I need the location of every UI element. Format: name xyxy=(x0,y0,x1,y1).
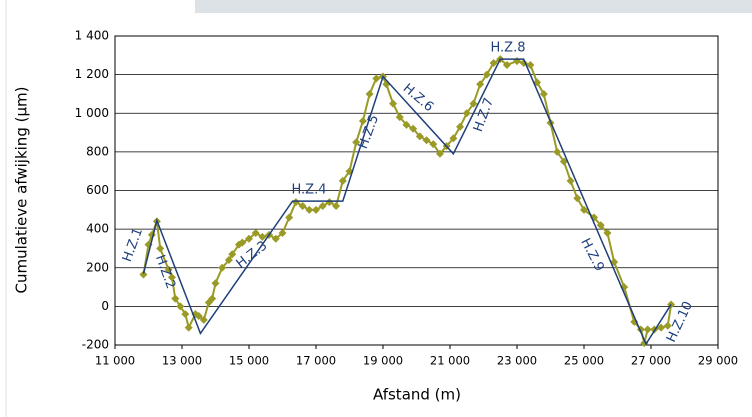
point xyxy=(181,310,190,319)
point xyxy=(278,228,287,237)
point xyxy=(271,234,280,243)
point xyxy=(409,124,418,133)
segment-label: H.Z.8 xyxy=(491,41,526,56)
header-band xyxy=(195,0,752,13)
point xyxy=(184,323,193,332)
point xyxy=(139,270,148,279)
point xyxy=(553,147,562,156)
x-tick-label: 19 000 xyxy=(363,354,403,368)
point xyxy=(194,312,203,321)
point xyxy=(395,113,404,122)
point xyxy=(640,339,649,348)
point xyxy=(573,194,582,203)
point xyxy=(603,228,612,237)
point xyxy=(171,294,180,303)
point xyxy=(245,234,253,243)
x-tick-label: 11 000 xyxy=(95,354,135,368)
point xyxy=(298,201,307,210)
point xyxy=(251,228,260,237)
point xyxy=(338,176,347,185)
point xyxy=(238,238,247,247)
point xyxy=(325,198,334,207)
point xyxy=(372,74,381,83)
point xyxy=(167,273,176,282)
point xyxy=(476,80,485,89)
plot-frame xyxy=(114,35,719,346)
y-tick-label: 400 xyxy=(86,222,109,236)
point xyxy=(482,70,491,79)
point xyxy=(318,201,327,210)
x-tick-label: 13 000 xyxy=(162,354,202,368)
point xyxy=(164,265,173,274)
segment-label: H.Z.4 xyxy=(292,183,327,198)
point xyxy=(566,176,575,185)
x-tick-label: 29 000 xyxy=(698,354,738,368)
y-tick-label: 1 400 xyxy=(75,29,109,43)
y-axis-label: Cumulatieve afwijking (µm) xyxy=(13,87,31,294)
point xyxy=(435,149,444,158)
point xyxy=(502,60,511,69)
point xyxy=(176,302,185,311)
point xyxy=(596,221,605,230)
y-tick-label: 0 xyxy=(101,299,109,313)
y-tick-label: 600 xyxy=(86,183,109,197)
point xyxy=(291,198,300,207)
point xyxy=(208,294,217,303)
point xyxy=(526,60,535,69)
y-tick-label: 200 xyxy=(86,260,109,274)
y-tick-label: -200 xyxy=(82,338,109,352)
point xyxy=(285,213,294,222)
y-tick-label: 800 xyxy=(86,144,109,158)
x-axis-label: Afstand (m) xyxy=(373,386,461,404)
point xyxy=(389,99,398,108)
x-tick-label: 25 000 xyxy=(564,354,604,368)
point xyxy=(539,89,548,98)
series-line xyxy=(142,58,672,346)
point xyxy=(462,109,471,118)
point xyxy=(469,99,478,108)
point xyxy=(663,321,672,330)
point xyxy=(580,205,588,214)
point xyxy=(402,120,411,129)
point xyxy=(305,205,314,214)
point xyxy=(199,315,208,324)
point xyxy=(211,279,220,288)
x-tick-label: 23 000 xyxy=(497,354,537,368)
x-tick-label: 21 000 xyxy=(430,354,470,368)
point xyxy=(449,134,458,143)
point xyxy=(429,140,438,149)
point xyxy=(258,232,267,241)
point xyxy=(415,132,424,141)
point xyxy=(657,323,666,332)
point xyxy=(559,157,568,166)
point xyxy=(352,138,361,147)
point xyxy=(358,116,367,125)
x-tick-label: 27 000 xyxy=(631,354,671,368)
point xyxy=(365,89,374,98)
point xyxy=(218,263,227,272)
point xyxy=(489,59,498,68)
y-tick-label: 1 200 xyxy=(75,67,109,81)
point xyxy=(332,201,341,210)
point xyxy=(422,136,431,145)
y-tick-label: 1 000 xyxy=(75,106,109,120)
point xyxy=(312,205,320,214)
point xyxy=(456,122,465,131)
x-tick-label: 15 000 xyxy=(229,354,269,368)
point xyxy=(224,256,233,265)
point xyxy=(643,325,652,334)
x-tick-label: 17 000 xyxy=(296,354,336,368)
point xyxy=(228,250,237,259)
point xyxy=(156,244,165,253)
